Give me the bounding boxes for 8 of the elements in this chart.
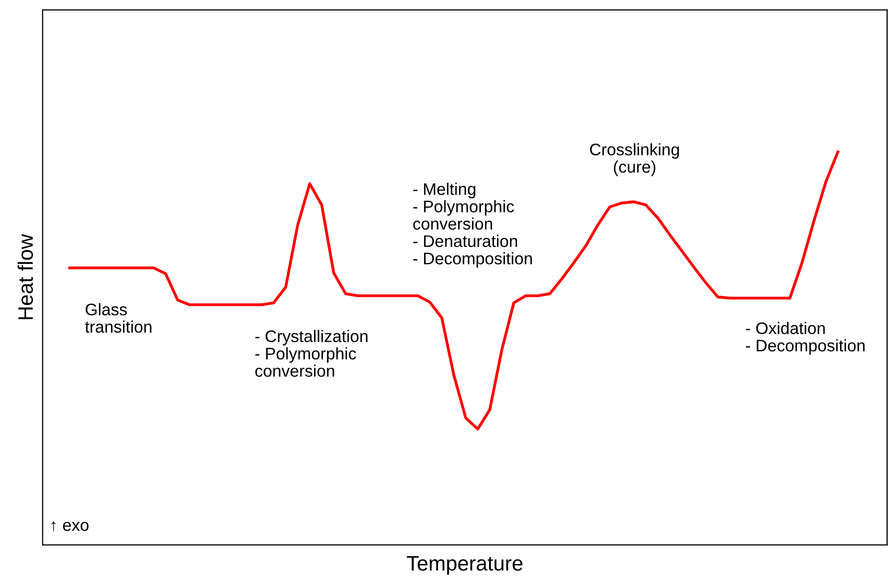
annotation: Crosslinking (cure)	[590, 143, 679, 176]
annotation: ↑ exo	[52, 521, 89, 532]
annotation: - Crystallization - Polymorphic conversion	[255, 330, 368, 377]
annotation: Glass transition	[85, 303, 152, 333]
y-axis-title: Heat flow	[18, 234, 33, 320]
x-axis-title: Temperature	[406, 556, 522, 575]
annotation: - Oxidation - Decomposition	[746, 322, 865, 355]
annotation: - Melting - Polymorphic conversion - Denaturation - Decomposition	[413, 182, 532, 268]
